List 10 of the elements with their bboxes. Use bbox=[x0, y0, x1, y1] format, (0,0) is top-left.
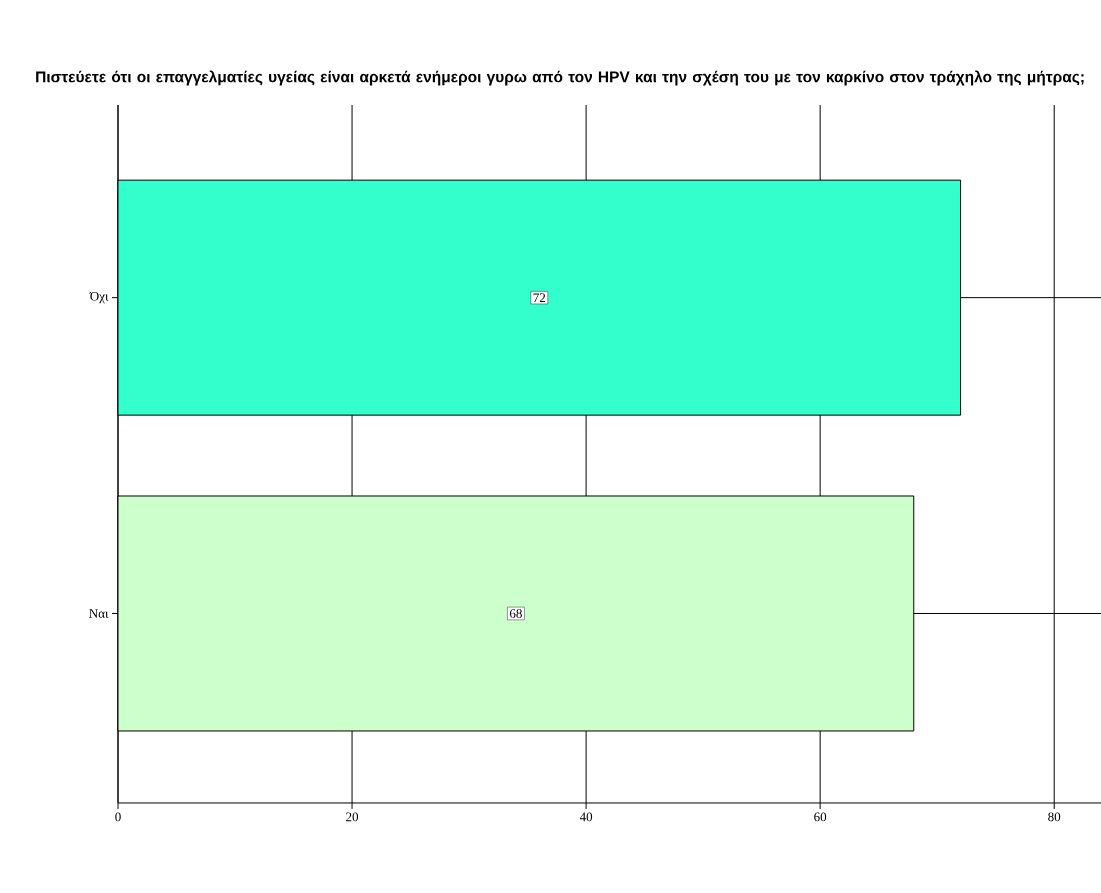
chart-title: Πιστεύετε ότι οι επαγγελματίες υγείας είναι αρκετά ενήμεροι γυρω από τον HPV και την σχέση του με τον καρκίνο στον τράχηλο της μήτρας; bbox=[36, 70, 1084, 86]
x-tick-label: 0 bbox=[115, 812, 121, 822]
y-tick-label: Ναι bbox=[89, 609, 109, 618]
x-tick-label: 20 bbox=[346, 812, 359, 822]
x-tick-label: 40 bbox=[579, 812, 593, 822]
data-label: 68 bbox=[509, 609, 522, 618]
x-tick-label: 80 bbox=[1048, 812, 1061, 822]
y-tick-label: Όχι bbox=[89, 291, 109, 304]
x-tick-label: 60 bbox=[814, 812, 827, 822]
data-label: 72 bbox=[533, 293, 546, 302]
